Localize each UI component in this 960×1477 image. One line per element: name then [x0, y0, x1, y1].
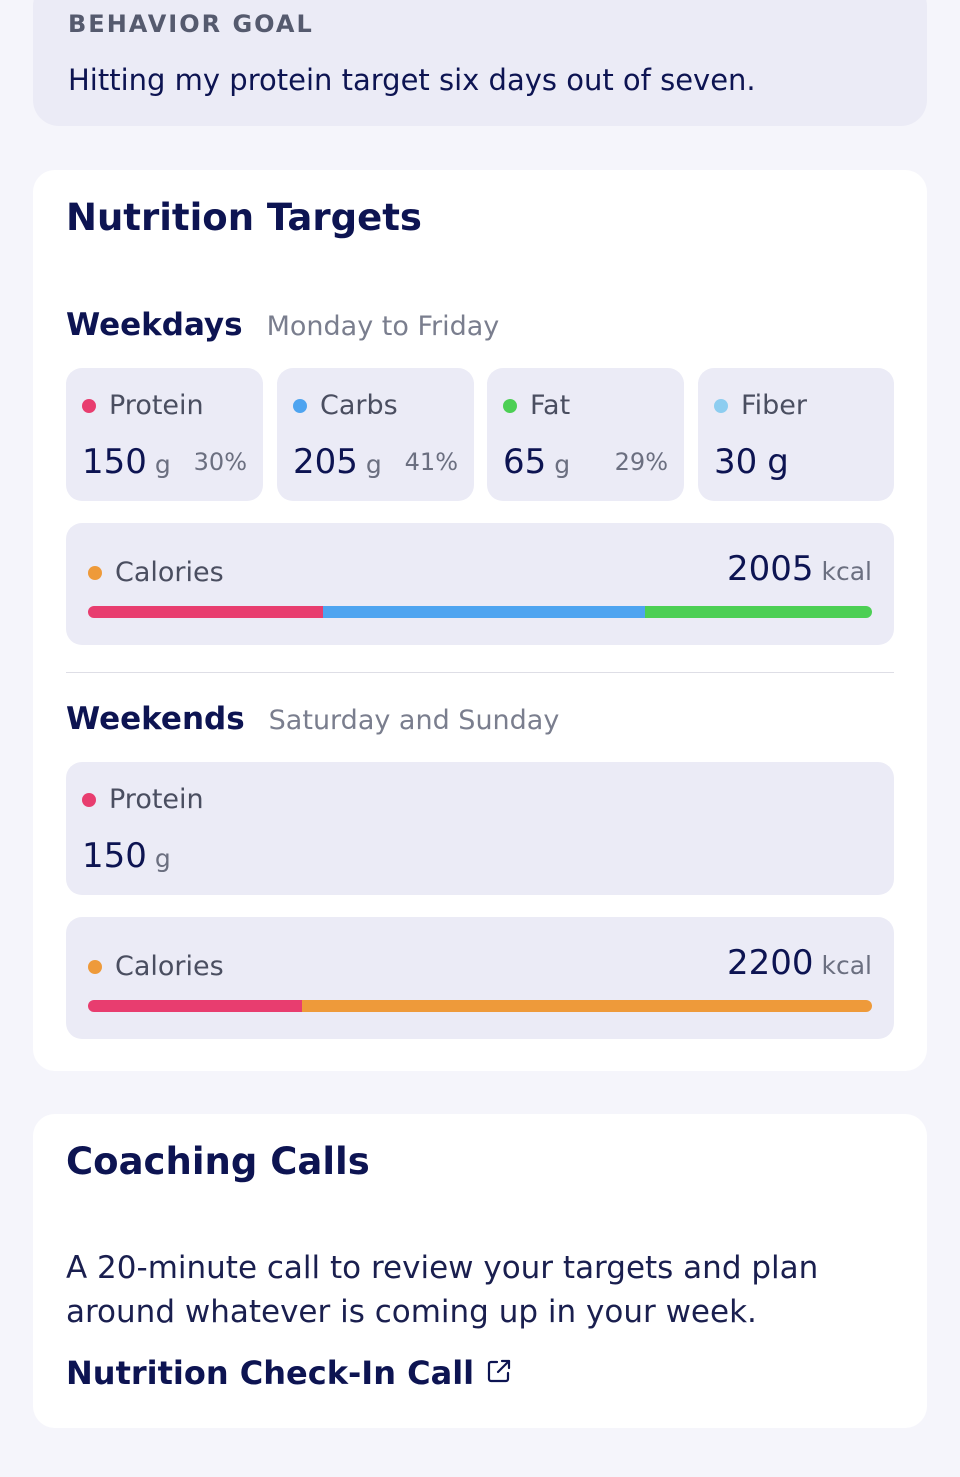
- calories-bar-segment: [323, 606, 645, 618]
- weekends-subtitle: Saturday and Sunday: [268, 705, 560, 736]
- weekends-header: Weekends Saturday and Sunday: [66, 701, 559, 737]
- macro-unit: g: [365, 450, 382, 479]
- behavior-goal-label: BEHAVIOR GOAL: [68, 10, 314, 38]
- macro-tile-fat: Fat 65 g 29%: [487, 368, 684, 501]
- fat-dot-icon: [503, 398, 517, 413]
- fiber-dot-icon: [714, 398, 728, 413]
- calories-value: 2005: [726, 549, 814, 589]
- coaching-calls-card: Coaching Calls A 20-minute call to revie…: [33, 1114, 927, 1428]
- macro-unit: g: [767, 442, 789, 482]
- macro-unit: g: [554, 450, 571, 479]
- coaching-calls-title: Coaching Calls: [66, 1140, 370, 1183]
- weekdays-header: Weekdays Monday to Friday: [66, 307, 499, 343]
- calories-bar-segment: [644, 606, 872, 618]
- protein-dot-icon: [82, 398, 96, 413]
- macro-tile-carbs: Carbs 205 g 41%: [277, 368, 474, 501]
- weekend-calories-tile: Calories 2200 kcal: [66, 917, 894, 1039]
- macro-value: 150: [82, 836, 147, 876]
- macro-value: 65: [503, 442, 547, 482]
- calories-dot-icon: [88, 959, 102, 974]
- macro-tile-protein: Protein 150 g 30%: [66, 368, 263, 501]
- macro-value: 30: [714, 442, 758, 482]
- calories-unit: kcal: [821, 951, 873, 980]
- calories-bar-segment: [88, 1000, 303, 1012]
- behavior-goal-card: BEHAVIOR GOAL Hitting my protein target …: [33, 0, 927, 126]
- carbs-dot-icon: [293, 398, 307, 413]
- coaching-description: A 20-minute call to review your targets …: [66, 1250, 819, 1330]
- calories-macro-bar: [88, 1000, 872, 1012]
- macro-name: Fiber: [741, 390, 807, 421]
- calories-macro-bar: [88, 606, 872, 618]
- external-link-icon: [486, 1354, 512, 1392]
- macro-name: Fat: [530, 390, 571, 421]
- weekends-title: Weekends: [66, 701, 245, 737]
- macro-unit: g: [154, 450, 171, 479]
- link-label: Nutrition Check-In Call: [66, 1354, 475, 1392]
- macro-percent: 30%: [193, 448, 247, 476]
- calories-bar-segment: [302, 1000, 872, 1012]
- calories-bar-segment: [88, 606, 324, 618]
- nutrition-targets-card: Nutrition Targets Weekdays Monday to Fri…: [33, 170, 927, 1071]
- macro-name: Protein: [109, 784, 204, 815]
- nutrition-targets-title: Nutrition Targets: [66, 196, 422, 239]
- calories-dot-icon: [88, 565, 102, 580]
- section-divider: [66, 672, 894, 673]
- nutrition-check-in-call-link[interactable]: Nutrition Check-In Call: [66, 1354, 512, 1392]
- calories-label: Calories: [115, 557, 224, 588]
- calories-label: Calories: [115, 951, 224, 982]
- weekend-protein-tile: Protein 150 g: [66, 762, 894, 895]
- weekdays-subtitle: Monday to Friday: [266, 311, 500, 342]
- macro-value: 205: [293, 442, 358, 482]
- macro-value: 150: [82, 442, 147, 482]
- macro-name: Carbs: [320, 390, 398, 421]
- weekdays-title: Weekdays: [66, 307, 243, 343]
- protein-dot-icon: [82, 792, 96, 807]
- macro-name: Protein: [109, 390, 204, 421]
- weekday-calories-tile: Calories 2005 kcal: [66, 523, 894, 645]
- calories-unit: kcal: [821, 557, 873, 586]
- macro-percent: 41%: [404, 448, 458, 476]
- calories-value: 2200: [726, 943, 814, 983]
- behavior-goal-text: Hitting my protein target six days out o…: [68, 63, 756, 97]
- macro-unit: g: [154, 844, 171, 873]
- macro-tile-fiber: Fiber 30 g: [698, 368, 894, 501]
- macro-percent: 29%: [614, 448, 668, 476]
